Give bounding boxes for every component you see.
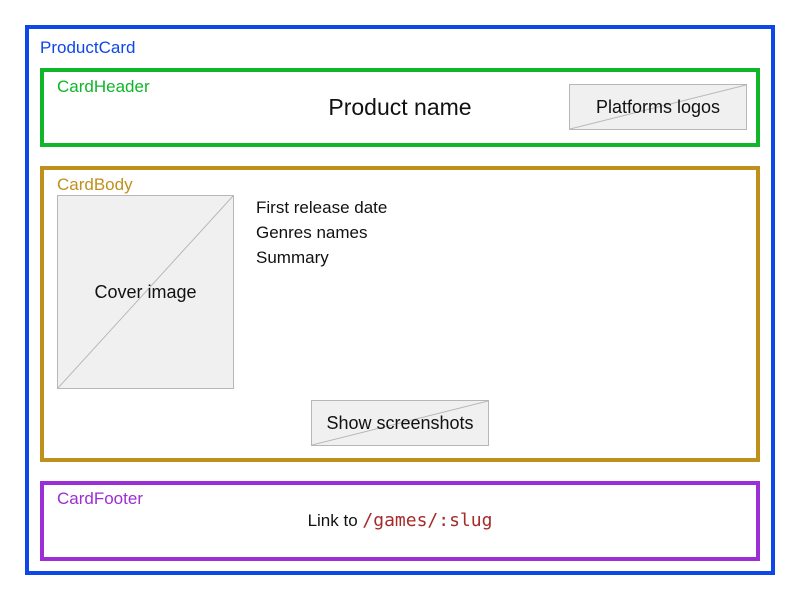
placeholder-diagonal-icon <box>58 196 233 388</box>
card-footer-label: CardFooter <box>57 489 143 508</box>
card-header-label: CardHeader <box>57 77 150 96</box>
card-footer-frame <box>40 481 760 561</box>
cover-image-placeholder: Cover image <box>57 195 234 389</box>
summary-field: Summary <box>256 248 329 267</box>
link-prefix: Link to <box>307 511 358 530</box>
genres-names-field: Genres names <box>256 223 368 242</box>
show-screenshots-label: Show screenshots <box>326 413 474 433</box>
placeholder-diagonal-icon <box>570 85 746 129</box>
product-card-label: ProductCard <box>40 38 136 57</box>
platforms-logos-placeholder: Platforms logos <box>569 84 747 130</box>
card-body-label: CardBody <box>57 175 133 194</box>
placeholder-diagonal-icon <box>312 401 488 445</box>
link-path: /games/:slug <box>362 510 493 531</box>
card-body-frame <box>40 166 760 462</box>
game-link[interactable]: Link to /games/:slug <box>200 509 600 533</box>
cover-image-label: Cover image <box>94 282 197 302</box>
product-name-title: Product name <box>328 94 472 120</box>
first-release-date-field: First release date <box>256 198 388 217</box>
card-header-frame <box>40 68 760 147</box>
platforms-logos-label: Platforms logos <box>595 97 721 117</box>
show-screenshots-button[interactable]: Show screenshots <box>311 400 489 446</box>
product-card-frame <box>25 25 775 575</box>
